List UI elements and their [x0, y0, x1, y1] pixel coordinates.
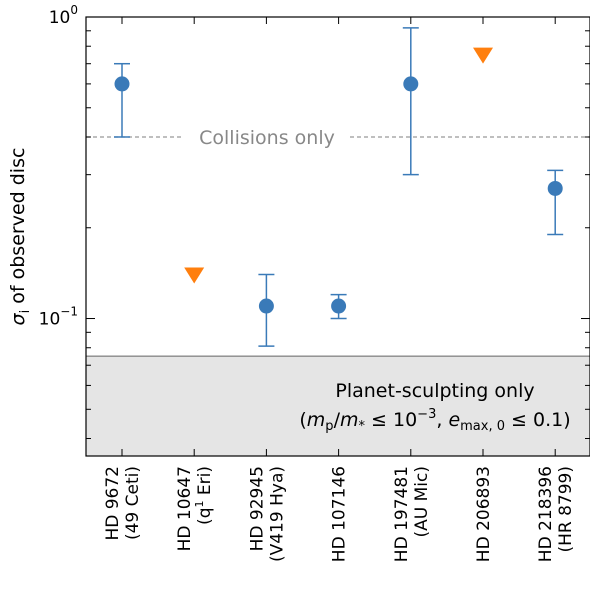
x-tick-label-line2: (V419 Hya) [267, 466, 287, 562]
x-tick-label-line1: HD 197481 [392, 466, 412, 562]
x-tick-label: HD 107146 [330, 466, 350, 562]
x-tick-label: HD 9672 (49 Ceti) [103, 466, 143, 541]
x-tick-label: HD 197481 (AU Mic) [392, 466, 432, 562]
x-tick-label-line1: HD 92945 [247, 466, 267, 551]
upper-limit-marker [473, 47, 493, 64]
data-point [403, 76, 419, 92]
x-tick-label-line1: HD 107146 [330, 466, 350, 562]
x-tick-label-line1: HD 10647 [175, 466, 195, 551]
condition-m: m [307, 409, 326, 431]
condition-le2: ≤ 0.1) [505, 409, 571, 431]
upper-limit-markers [184, 47, 493, 284]
x-tick-label: HD 206893 [474, 466, 494, 562]
planet-sculpting-region [86, 356, 590, 456]
x-tick-label-line2: (AU Mic) [412, 466, 432, 537]
upper-limit-marker [184, 267, 205, 284]
data-point [547, 180, 563, 196]
y-axis-label: σi of observed disc [7, 148, 33, 326]
plot-frame [85, 16, 590, 457]
condition-e: e [448, 409, 460, 431]
data-point [258, 298, 274, 314]
x-tick-label-line1: HD 9672 [103, 466, 123, 541]
y-axis-label-symbol: σ [7, 312, 29, 325]
condition-open: ( [299, 409, 306, 431]
condition-exp: −3 [417, 407, 436, 422]
x-tick-label-line1: HD 206893 [474, 466, 494, 562]
x-tick-label-line2: (HR 8799) [556, 466, 576, 553]
data-point [114, 76, 130, 92]
x-ticks: HD 9672 (49 Ceti) HD 10647 (q1 Eri) HD 92945… [103, 17, 576, 562]
condition-le1: ≤ 10 [365, 409, 417, 431]
data-points [114, 76, 563, 314]
x-tick-label-line1: HD 218396 [536, 466, 556, 562]
x-tick-label: HD 10647 (q1 Eri) [175, 466, 215, 551]
error-bars [114, 27, 564, 347]
condition-comma: , [436, 409, 448, 431]
x-tick-label-line2: (q1 Eri) [193, 466, 215, 525]
planet-sculpting-condition: (mp/m* ≤ 10−3, emax, 0 ≤ 0.1) [299, 407, 570, 434]
condition-p-sub: p [325, 419, 333, 434]
x-tick-label: HD 92945 (V419 Hya) [247, 466, 287, 562]
x-tick-label: HD 218396 (HR 8799) [536, 466, 576, 562]
collisions-only-label: Collisions only [199, 127, 335, 149]
y-ticks: 100 10−1 [39, 3, 590, 440]
data-point [331, 298, 347, 314]
planet-sculpting-label: Planet-sculpting only [335, 380, 534, 402]
x-tick-label-line2: (49 Ceti) [123, 466, 143, 540]
condition-m2: m [340, 409, 359, 431]
condition-star-sub: * [358, 419, 365, 434]
condition-emax-sub: max, 0 [460, 419, 505, 434]
y-axis-label-rest: of observed disc [7, 148, 29, 310]
condition-slash: / [334, 409, 341, 431]
y-tick-label: 100 [49, 3, 78, 28]
y-axis-label-subscript: i [18, 310, 33, 314]
y-tick-label: 10−1 [39, 305, 78, 330]
